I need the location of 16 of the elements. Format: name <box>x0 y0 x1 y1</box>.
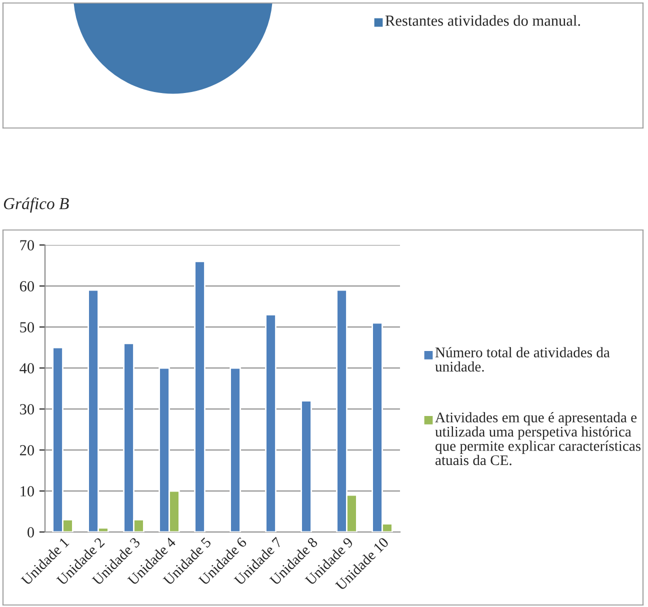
chart-title: Gráfico B <box>4 197 69 213</box>
y-tick-label: 50 <box>20 322 34 332</box>
bar <box>265 314 276 532</box>
y-tick-label: 20 <box>20 445 34 456</box>
bar <box>194 260 206 532</box>
bar <box>230 367 241 532</box>
y-tick-label: 60 <box>20 281 34 292</box>
text: Restantes atividades do manual. <box>385 15 580 26</box>
legend-label: Atividades em que é apresentada e utilizada uma perspetiva histórica que permite explicar características atuais da CE. <box>435 412 641 466</box>
y-tick-label: 40 <box>20 363 34 374</box>
bar <box>300 400 312 532</box>
y-tick-label: 30 <box>20 404 34 414</box>
y-tick-label: 70 <box>20 240 34 250</box>
y-tick-label: 0 <box>28 527 34 538</box>
legend-label: Número total de atividades da unidade. <box>435 347 610 372</box>
y-tick-label: 10 <box>20 486 34 496</box>
